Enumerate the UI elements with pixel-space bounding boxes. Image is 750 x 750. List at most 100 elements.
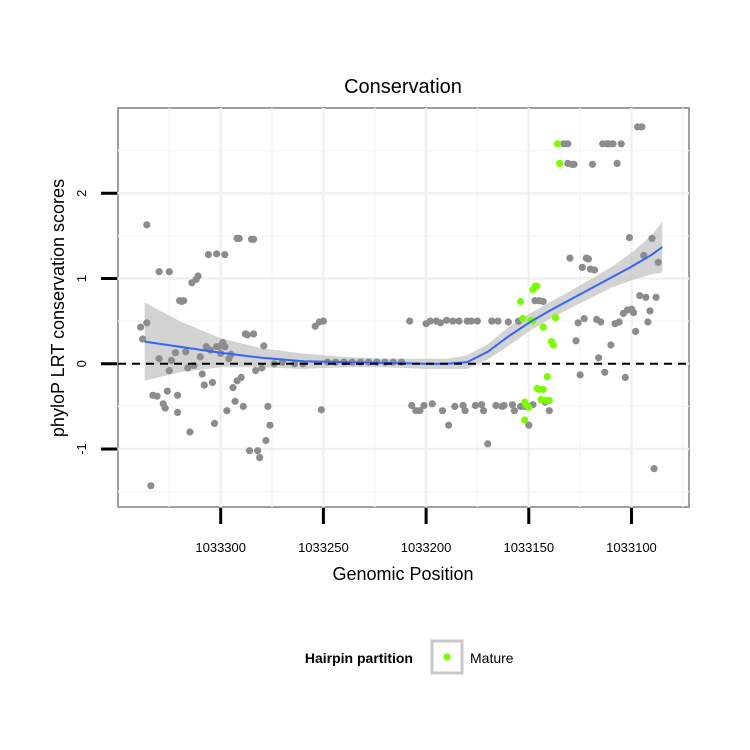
data-point-other [231,397,239,405]
y-tick-label: 1 [74,275,89,282]
data-point-other [250,235,258,243]
data-point-other [235,234,243,242]
data-point-other [539,297,547,306]
data-point-other [613,159,621,167]
data-point-other [471,401,479,410]
y-tick-label: 2 [74,190,89,197]
data-point-other [137,323,145,331]
data-point-other [167,356,175,364]
y-tick-label: -1 [74,443,89,455]
data-point-other [615,318,623,326]
data-point-other [258,364,266,372]
data-point-other [564,140,572,148]
data-point-other [590,266,599,274]
data-point-other [508,401,516,409]
data-point-other [204,251,212,259]
data-point-mature [539,385,547,393]
data-point-other [262,436,270,445]
data-point-other [621,373,629,381]
data-point-other [576,371,584,379]
data-point-other [636,292,644,300]
data-point-other [254,447,262,455]
data-point-other [632,327,640,335]
data-point-mature [551,314,560,322]
legend-title: Hairpin partition [305,650,413,666]
data-point-other [449,317,457,325]
data-point-other [650,465,658,473]
data-point-other [478,401,486,409]
data-point-mature [521,416,529,424]
data-point-other [494,317,502,325]
data-point-other [436,319,445,327]
legend: Hairpin partition Mature [305,639,514,675]
data-point-other [607,341,615,349]
data-point-other [504,318,512,326]
data-point-other [243,331,251,339]
data-point-mature [539,323,547,331]
x-tick-label: 1033300 [195,540,246,555]
data-point-other [451,402,459,410]
data-point-other [584,255,593,263]
data-point-other [644,318,652,326]
y-axis: -1 0 1 2 [74,190,117,455]
data-point-other [629,309,638,317]
data-point-other [291,360,299,368]
data-point-other [617,140,625,148]
data-point-other [186,428,194,436]
data-point-other [174,408,182,416]
data-point-other [260,342,268,350]
data-point-other [155,355,163,363]
data-point-other [163,387,171,395]
data-point-mature [553,140,562,148]
data-point-other [250,330,258,338]
data-point-other [597,318,605,326]
data-point-other [319,317,327,325]
data-point-other [566,254,574,262]
data-point-other [221,251,229,259]
data-point-other [147,482,155,490]
data-point-other [420,401,428,410]
data-point-other [266,421,274,429]
data-point-other [654,258,662,266]
data-point-other [510,407,518,415]
data-point-other [143,221,151,229]
data-point-other [252,367,260,375]
data-point-other [570,160,578,168]
series-mature [517,140,564,424]
data-point-other [595,354,603,362]
data-point-other [484,440,492,448]
data-point-other [638,123,646,131]
smooth-line [144,246,663,365]
data-point-other [500,401,508,410]
data-point-other [194,272,202,280]
y-tick-label: 0 [74,360,89,367]
data-point-other [578,263,586,271]
x-tick-label: 1033150 [503,540,554,555]
data-point-other [223,407,231,415]
data-point-other [264,402,272,410]
data-point-other [408,401,416,410]
data-point-other [153,392,161,400]
x-axis-label: Genomic Position [332,564,473,584]
data-point-other [245,447,254,455]
legend-key-box [430,639,464,675]
data-point-mature [525,403,533,411]
data-point-other [182,348,190,356]
legend-entry-mature: Mature [470,650,514,666]
data-point-mature [533,282,541,290]
data-point-other [545,407,553,415]
data-point-other [143,319,151,327]
data-point-other [609,140,617,148]
data-point-other [601,368,609,376]
data-point-other [445,421,453,429]
panel-border [117,107,690,508]
data-point-other [428,400,436,408]
data-point-other [652,293,660,301]
data-point-other [642,293,650,301]
data-point-other [139,335,147,343]
data-point-other [416,407,424,415]
data-point-other [213,250,221,258]
data-point-mature [549,341,558,349]
x-tick-label: 1033250 [298,540,349,555]
